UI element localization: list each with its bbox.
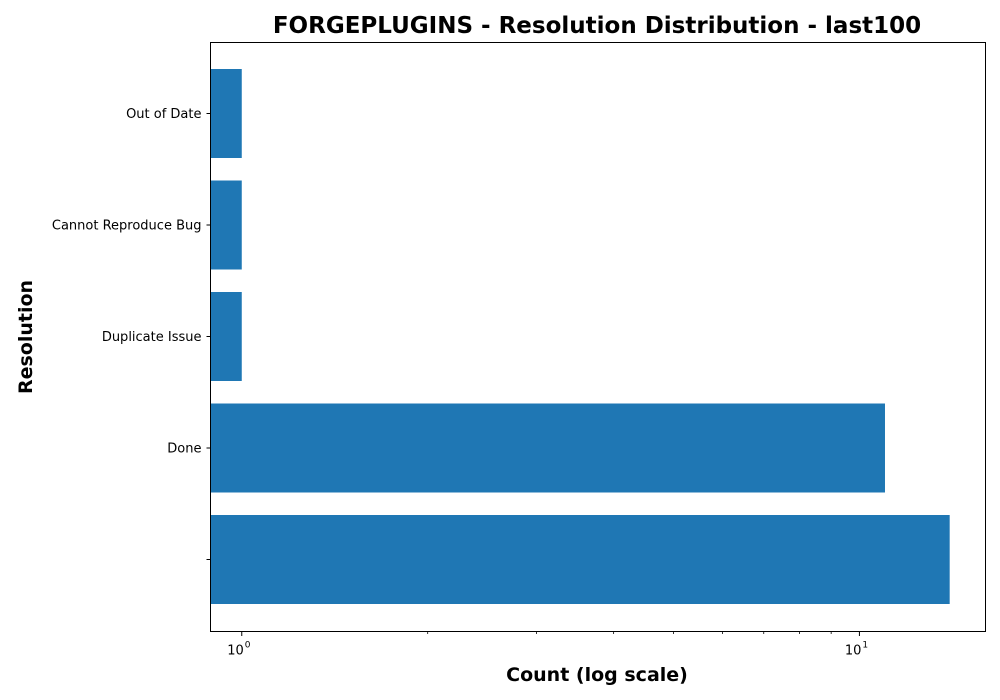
plot-frame: [210, 42, 986, 632]
bar-out-of-date: [210, 69, 242, 158]
y-tick-label: Done: [167, 442, 201, 457]
x-tick-label-exponent: 0: [245, 641, 251, 651]
y-tick-label: Duplicate Issue: [102, 330, 202, 345]
x-tick-label-base: 10: [845, 644, 862, 659]
chart-title: FORGEPLUGINS - Resolution Distribution -…: [273, 13, 921, 39]
bar-cannot-reproduce-bug: [210, 180, 242, 270]
x-ticks-layer: 10 0 10 1: [227, 631, 868, 659]
y-ticks-layer: Done Duplicate Issue Cannot Reproduce Bug O…: [52, 107, 211, 560]
x-tick-label-exponent: 1: [862, 641, 868, 651]
bar-unlabeled: [210, 515, 950, 604]
bar-done: [210, 403, 885, 493]
bars-layer: [210, 69, 950, 604]
bar-duplicate-issue: [210, 292, 242, 381]
x-tick-label-base: 10: [227, 644, 244, 659]
y-tick-label: Out of Date: [126, 107, 201, 122]
y-tick-label: Cannot Reproduce Bug: [52, 219, 202, 234]
y-axis-label: Resolution: [15, 280, 37, 394]
x-axis-label: Count (log scale): [506, 664, 688, 686]
